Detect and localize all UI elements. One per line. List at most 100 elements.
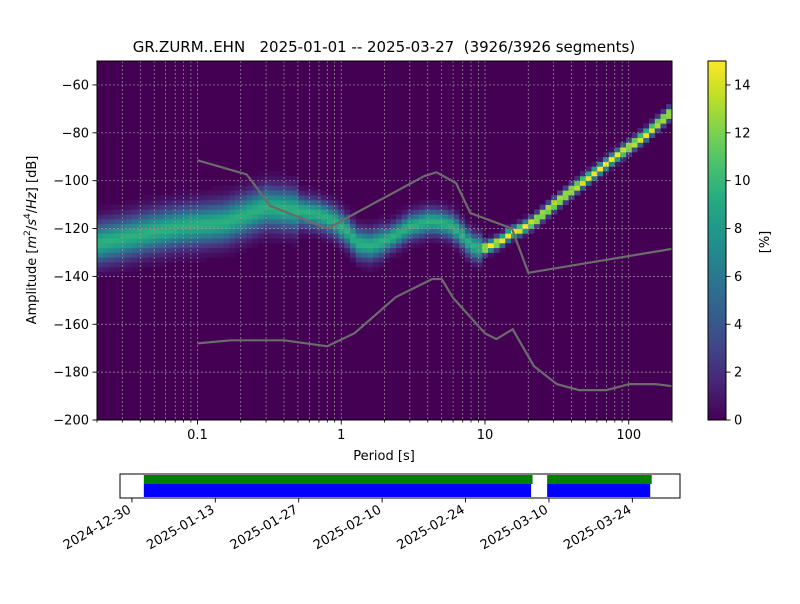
density-cell <box>131 218 138 225</box>
density-cell <box>102 228 109 234</box>
density-cell <box>528 228 535 234</box>
density-cell <box>419 223 426 229</box>
density-cell <box>183 252 190 258</box>
density-cell <box>447 218 454 225</box>
density-cell <box>240 218 247 225</box>
density-cell <box>666 118 672 124</box>
density-cell <box>660 108 667 115</box>
density-cell <box>355 233 362 239</box>
density-cell <box>114 247 121 253</box>
density-cell <box>407 223 414 229</box>
timeline-tick-label: 2025-01-13 <box>144 502 217 553</box>
density-cell <box>539 214 546 220</box>
density-cell <box>137 214 144 220</box>
density-cell <box>275 175 282 182</box>
density-cell <box>292 175 299 182</box>
density-cell <box>493 233 500 239</box>
density-cell <box>148 228 155 234</box>
density-cell <box>476 238 483 244</box>
density-cell <box>125 252 132 258</box>
density-cell <box>102 257 109 263</box>
density-cell <box>413 228 420 234</box>
density-cell <box>631 137 638 143</box>
density-cell <box>499 242 506 249</box>
density-cell <box>344 223 351 229</box>
density-cell <box>263 233 270 239</box>
y-tick-label: −80 <box>62 126 89 141</box>
density-cell <box>396 238 403 244</box>
density-cell <box>447 233 454 239</box>
density-cell <box>235 190 242 196</box>
density-cell <box>200 214 207 220</box>
density-cell <box>223 223 230 229</box>
density-cell <box>114 223 121 229</box>
density-cell <box>108 271 115 277</box>
density-cell <box>108 228 115 234</box>
density-cell <box>286 199 293 205</box>
density-cell <box>125 218 132 225</box>
density-cell <box>413 214 420 220</box>
density-cell <box>459 214 466 220</box>
density-cell <box>154 218 161 225</box>
density-cell <box>269 223 276 229</box>
colorbar <box>707 60 727 421</box>
colorbar-tick-label: 6 <box>734 270 742 285</box>
density-cell <box>281 185 288 191</box>
density-cell <box>350 238 357 244</box>
y-tick-label: −160 <box>53 318 89 333</box>
density-cell <box>131 233 138 239</box>
density-cell <box>97 247 104 253</box>
density-cell <box>223 228 230 234</box>
density-cell <box>154 262 161 268</box>
density-cell <box>350 223 357 229</box>
density-cell <box>350 252 357 258</box>
density-cell <box>649 123 656 129</box>
density-cell <box>654 113 661 119</box>
density-cell <box>177 242 184 249</box>
density-cell <box>643 142 650 148</box>
density-cell <box>114 271 121 277</box>
density-cell <box>332 204 339 210</box>
density-cell <box>373 257 380 263</box>
density-cell <box>120 218 127 225</box>
density-cell <box>321 204 328 210</box>
density-cell <box>269 190 276 196</box>
density-cell <box>154 214 161 220</box>
density-cell <box>631 142 638 148</box>
density-cell <box>252 199 259 205</box>
density-cell <box>545 214 552 220</box>
density-cell <box>183 218 190 225</box>
density-cell <box>171 233 178 239</box>
density-cell <box>240 199 247 205</box>
density-cell <box>430 199 437 205</box>
density-cell <box>281 190 288 196</box>
density-cell <box>240 228 247 234</box>
density-cell <box>505 242 512 249</box>
density-cell <box>597 166 604 172</box>
density-cell <box>476 247 483 253</box>
density-cell <box>171 238 178 244</box>
density-cell <box>177 209 184 215</box>
density-cell <box>194 209 201 215</box>
x-tick-label: 0.1 <box>187 428 208 443</box>
density-cell <box>269 228 276 234</box>
density-cell <box>269 195 276 201</box>
density-cell <box>292 228 299 234</box>
density-cell <box>591 171 598 177</box>
density-cell <box>102 218 109 225</box>
density-cell <box>488 233 495 239</box>
colorbar-label: [%] <box>758 231 773 254</box>
density-cell <box>344 228 351 234</box>
density-cell <box>315 214 322 220</box>
density-cell <box>304 204 311 210</box>
density-cell <box>131 209 138 215</box>
density-cell <box>361 228 368 234</box>
density-cell <box>430 218 437 225</box>
density-cell <box>189 214 196 220</box>
density-cell <box>171 247 178 253</box>
density-cell <box>396 223 403 229</box>
density-cell <box>367 252 374 258</box>
density-cell <box>131 228 138 234</box>
density-cell <box>631 132 638 138</box>
density-cell <box>453 218 460 225</box>
